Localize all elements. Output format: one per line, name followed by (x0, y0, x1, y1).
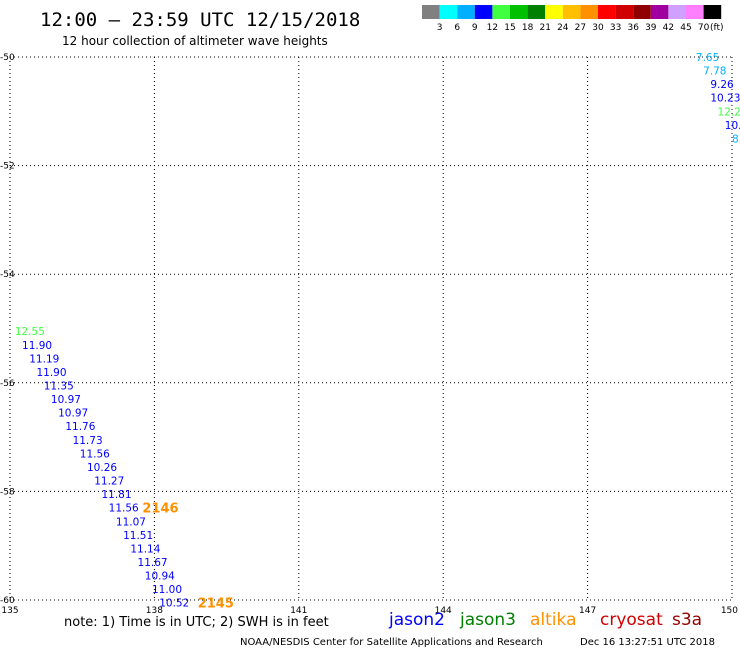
chart-title: 12:00 – 23:59 UTC 12/15/2018 (40, 9, 360, 31)
wave-height-label: 7.65 (696, 52, 719, 64)
wave-height-labels: 12.5511.9011.1911.9011.3510.9710.9711.76… (15, 52, 740, 610)
pass-number-label: 2146 (142, 502, 178, 517)
legend-swatch (633, 5, 651, 19)
y-tick-label: -54 (0, 270, 15, 280)
legend-swatch (650, 5, 669, 19)
wave-height-label: 11.76 (65, 421, 95, 433)
legend-tick-label: 9 (472, 23, 478, 33)
wave-height-label: 7.78 (703, 66, 726, 78)
wave-height-label: 11.00 (152, 584, 182, 596)
plot-grid (9, 56, 733, 601)
wave-height-label: 11.51 (123, 530, 153, 542)
color-legend: 3 6 9 12 15 18 21 24 27 30 33 36 39 42 45 70 (422, 5, 722, 33)
legend-tick-label: 45 (680, 23, 691, 33)
legend-swatch (668, 5, 686, 19)
wave-height-label: 11.67 (138, 557, 168, 569)
wave-height-label: 11.27 (94, 476, 124, 488)
legend-tick-label: 33 (610, 23, 621, 33)
wave-height-label: 11.56 (80, 448, 110, 460)
satellite-name: jason2 (388, 610, 445, 630)
pass-number-labels: 2146 2145 (142, 502, 234, 612)
wave-height-label: 11.90 (22, 340, 52, 352)
wave-height-label: 10.52 (159, 598, 189, 610)
y-tick-label: -50 (0, 53, 15, 63)
y-tick-label: -56 (0, 379, 15, 389)
legend-swatch (686, 5, 704, 19)
wave-height-label: 12.29 (718, 106, 740, 118)
legend-swatch (598, 5, 616, 19)
chart-subtitle: 12 hour collection of altimeter wave hei… (62, 34, 328, 48)
wave-height-label: 10.97 (58, 408, 88, 420)
x-tick-label: 141 (290, 606, 307, 616)
wave-height-label: 12.55 (15, 326, 45, 338)
footer-credit: NOAA/NESDIS Center for Satellite Applica… (240, 637, 543, 648)
legend-swatch (580, 5, 598, 19)
satellite-name: s3a (672, 610, 702, 630)
wave-height-label: 10.0 (725, 120, 740, 132)
legend-tick-label: 27 (575, 23, 586, 33)
y-tick-label: -60 (0, 596, 15, 606)
legend-tick-label: 36 (627, 23, 639, 33)
satellite-legend: jason2 jason3 altika cryosat s3a (388, 610, 702, 630)
legend-swatch (562, 5, 581, 19)
legend-tick-label: 6 (454, 23, 460, 33)
wave-height-label: 11.90 (36, 367, 66, 379)
legend-tick-label: 18 (522, 23, 534, 33)
y-tick-label: -58 (0, 487, 15, 497)
wave-height-label: 10.97 (51, 394, 81, 406)
satellite-name: altika (530, 610, 577, 630)
wave-height-label: 10.94 (145, 571, 175, 583)
wave-height-label: 11.56 (109, 503, 139, 515)
axis-tick-labels: 135 138 141 144 147 150 -50 -52 -54 -56 -58 -60 (0, 53, 738, 616)
legend-tick-label: 30 (592, 23, 604, 33)
legend-tick-label: 70 (698, 23, 710, 33)
x-tick-label: 138 (146, 606, 163, 616)
legend-swatch (527, 5, 546, 19)
wave-height-label: 10.23 (710, 93, 740, 105)
satellite-name: jason3 (459, 610, 516, 630)
satellite-name: cryosat (600, 610, 663, 630)
wave-height-label: 8. (732, 133, 740, 145)
wave-height-label: 11.35 (44, 381, 74, 393)
legend-swatch (545, 5, 563, 19)
wave-height-label: 9.26 (710, 79, 734, 91)
legend-swatch (510, 5, 528, 19)
y-tick-label: -52 (0, 162, 15, 172)
legend-tick-label: 15 (504, 23, 515, 33)
wave-height-label: 11.14 (130, 543, 160, 555)
legend-swatch (439, 5, 458, 19)
wave-height-label: 11.81 (101, 489, 131, 501)
legend-swatch (474, 5, 493, 19)
legend-tick-label: 39 (645, 23, 657, 33)
footer-timestamp: Dec 16 13:27:51 UTC 2018 (580, 637, 715, 648)
legend-unit: (ft) (710, 23, 724, 33)
legend-swatch (422, 5, 440, 19)
legend-swatch (457, 5, 475, 19)
legend-swatch (492, 5, 510, 19)
legend-tick-label: 42 (663, 23, 674, 33)
footer-note: note: 1) Time is in UTC; 2) SWH is in fe… (64, 615, 329, 630)
x-tick-label: 135 (1, 606, 18, 616)
legend-tick-label: 21 (539, 23, 550, 33)
x-tick-label: 150 (721, 606, 738, 616)
pass-number-label: 2145 (198, 597, 234, 612)
legend-tick-label: 3 (437, 23, 443, 33)
wave-height-label: 10.26 (87, 462, 117, 474)
legend-tick-label: 12 (487, 23, 498, 33)
legend-tick-label: 24 (557, 23, 569, 33)
legend-swatch (703, 5, 722, 19)
legend-swatch (615, 5, 634, 19)
wave-height-label: 11.07 (116, 516, 146, 528)
wave-height-label: 11.73 (73, 435, 103, 447)
x-tick-label: 144 (435, 606, 452, 616)
x-tick-label: 147 (579, 606, 596, 616)
wave-height-label: 11.19 (29, 353, 59, 365)
